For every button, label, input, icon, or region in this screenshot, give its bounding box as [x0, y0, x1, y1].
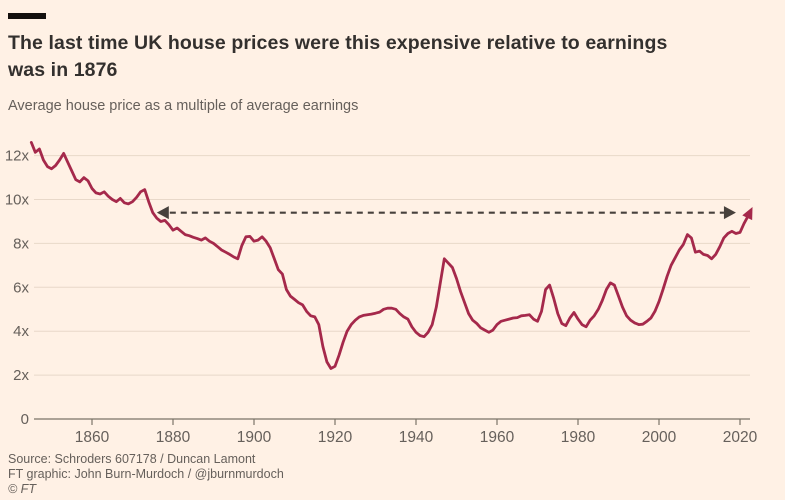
x-axis-label: 1920: [318, 429, 353, 446]
y-axis-label: 6x: [13, 279, 29, 296]
chart-footer: Source: Schroders 607178 / Duncan Lamont…: [8, 452, 608, 497]
x-axis-label: 1960: [480, 429, 515, 446]
annotation-arrow-right-icon: [723, 206, 736, 220]
copyright-note: © FT: [8, 482, 36, 496]
chart-title-line2: was in 1876: [8, 59, 118, 81]
price-earnings-line: [29, 140, 750, 370]
chart-plot-area: 0 2x 4x 6x 8x 10x 12x 1860 1880 1900 1920 1940 1960 1…: [0, 130, 785, 455]
x-axis-label: 2000: [642, 429, 677, 446]
ft-top-rule: [8, 13, 46, 19]
y-axis-label: 0: [21, 411, 29, 428]
x-axis-label: 1940: [399, 429, 434, 446]
line-chart-svg: 0 2x 4x 6x 8x 10x 12x 1860 1880 1900 1920 1940 1960 1…: [5, 140, 758, 446]
y-axis-label: 12x: [5, 148, 30, 165]
x-axis-label: 1900: [237, 429, 272, 446]
x-axis-label: 1860: [75, 429, 110, 446]
source-note: Source: Schroders 607178 / Duncan Lamont: [8, 452, 256, 466]
annotation-arrow-left-icon: [156, 206, 169, 220]
x-axis-label: 1980: [561, 429, 596, 446]
y-axis-label: 2x: [13, 367, 29, 384]
y-axis-label: 8x: [13, 235, 29, 252]
chart-title: The last time UK house prices were this …: [8, 30, 748, 84]
x-axis-label: 2020: [723, 429, 758, 446]
y-axis-label: 10x: [5, 192, 30, 209]
x-axis-label: 1880: [156, 429, 191, 446]
chart-subtitle: Average house price as a multiple of ave…: [8, 98, 359, 114]
line-end-arrow-icon: [742, 206, 753, 221]
chart-title-line1: The last time UK house prices were this …: [8, 32, 668, 54]
y-axis-label: 4x: [13, 323, 29, 340]
credit-note: FT graphic: John Burn-Murdoch / @jburnmu…: [8, 467, 284, 481]
